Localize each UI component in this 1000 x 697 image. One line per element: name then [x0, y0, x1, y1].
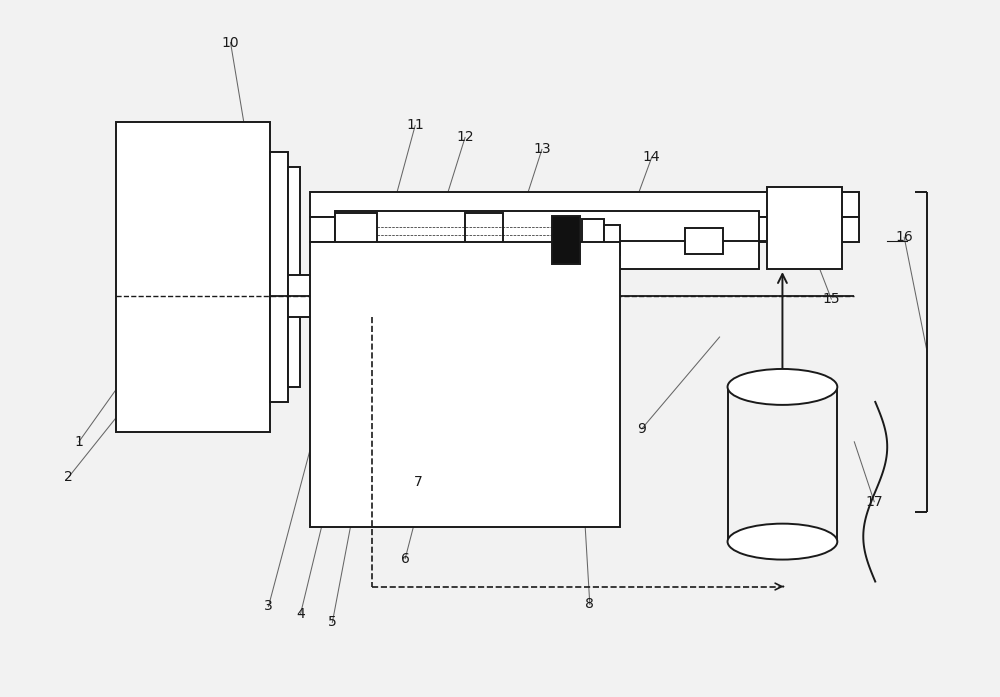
- Bar: [552, 216, 580, 264]
- Bar: [270, 153, 288, 402]
- Text: 1: 1: [74, 435, 83, 449]
- Text: 10: 10: [222, 36, 239, 49]
- Text: 8: 8: [585, 597, 594, 611]
- Ellipse shape: [728, 523, 837, 560]
- Bar: [116, 123, 270, 432]
- Text: 16: 16: [895, 230, 913, 244]
- Text: 5: 5: [328, 615, 337, 629]
- Bar: [604, 225, 620, 255]
- Text: 13: 13: [533, 142, 551, 156]
- Text: 4: 4: [296, 608, 305, 622]
- Bar: [435, 275, 473, 317]
- Text: 3: 3: [264, 599, 273, 613]
- Text: 12: 12: [456, 130, 474, 144]
- Text: 15: 15: [823, 292, 840, 306]
- Bar: [310, 243, 620, 527]
- Text: 7: 7: [414, 475, 423, 489]
- Bar: [767, 187, 842, 269]
- Ellipse shape: [728, 369, 837, 405]
- Text: 2: 2: [64, 470, 73, 484]
- Text: 9: 9: [637, 422, 646, 436]
- Bar: [310, 217, 859, 243]
- Bar: [685, 228, 723, 254]
- Bar: [288, 167, 300, 387]
- Text: 17: 17: [865, 495, 883, 509]
- Bar: [582, 220, 604, 261]
- Bar: [335, 213, 377, 267]
- Bar: [310, 192, 859, 217]
- Bar: [335, 275, 373, 317]
- Text: 11: 11: [406, 118, 424, 132]
- Bar: [288, 275, 320, 317]
- Text: 14: 14: [643, 151, 661, 164]
- Bar: [465, 213, 503, 267]
- Bar: [335, 211, 759, 269]
- Text: 6: 6: [401, 551, 410, 565]
